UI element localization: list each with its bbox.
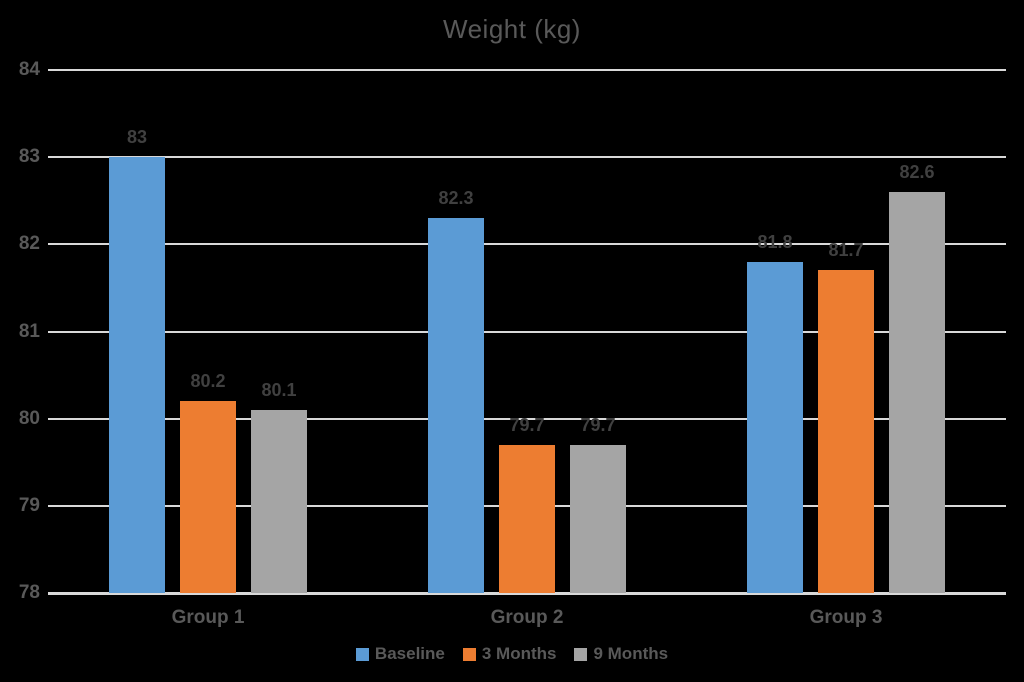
bar-3-months-group-3 — [818, 270, 874, 593]
data-label-baseline-group-1: 83 — [126, 127, 148, 147]
data-label-9-months-group-2: 79.7 — [580, 415, 616, 435]
x-axis-label-group-1: Group 1 — [171, 607, 245, 628]
gridline-y-80 — [48, 418, 1006, 420]
x-axis-line — [48, 592, 1006, 595]
legend-swatch-icon — [355, 647, 369, 661]
legend-swatch-icon — [574, 647, 588, 661]
chart-legend: Baseline 3 Months 9 Months — [0, 644, 1024, 664]
legend-swatch-icon — [462, 647, 476, 661]
bar-baseline-group-2 — [428, 218, 484, 593]
bar-3-months-group-1 — [180, 401, 236, 593]
y-axis-tick-label: 79 — [18, 495, 40, 516]
data-label-9-months-group-1: 80.1 — [261, 380, 297, 400]
legend-item-9-months: 9 Months — [574, 644, 668, 664]
data-label-9-months-group-3: 82.6 — [899, 162, 935, 182]
data-label-baseline-group-2: 82.3 — [438, 188, 474, 208]
data-label-baseline-group-3: 81.8 — [757, 232, 793, 252]
y-axis-tick-label: 83 — [18, 146, 40, 167]
gridline-y-81 — [48, 331, 1006, 333]
gridline-y-83 — [48, 156, 1006, 158]
y-axis-tick-label: 81 — [18, 321, 40, 342]
gridline-y-84 — [48, 69, 1006, 71]
bar-baseline-group-1 — [109, 157, 165, 593]
bar-3-months-group-2 — [499, 445, 555, 593]
y-axis-tick-label: 82 — [18, 233, 40, 254]
legend-item-3-months: 3 Months — [462, 644, 557, 664]
legend-item-baseline: Baseline — [355, 644, 445, 664]
data-label-3-months-group-3: 81.7 — [828, 240, 864, 260]
bar-9-months-group-3 — [889, 192, 945, 593]
legend-label: 3 Months — [481, 644, 557, 663]
gridline-y-82 — [48, 243, 1006, 245]
bar-9-months-group-2 — [570, 445, 626, 593]
bar-9-months-group-1 — [251, 410, 307, 593]
legend-label: 9 Months — [593, 644, 669, 663]
x-axis-label-group-3: Group 3 — [809, 607, 883, 628]
data-label-3-months-group-1: 80.2 — [190, 371, 226, 391]
bar-baseline-group-3 — [747, 262, 803, 593]
x-axis-label-group-2: Group 2 — [490, 607, 564, 628]
data-label-3-months-group-2: 79.7 — [509, 415, 545, 435]
y-axis-tick-label: 78 — [18, 582, 40, 603]
legend-label: Baseline — [374, 644, 445, 663]
y-axis-tick-label: 80 — [18, 408, 40, 429]
chart-title: Weight (kg) — [443, 14, 581, 44]
y-axis-tick-label: 84 — [18, 59, 40, 80]
